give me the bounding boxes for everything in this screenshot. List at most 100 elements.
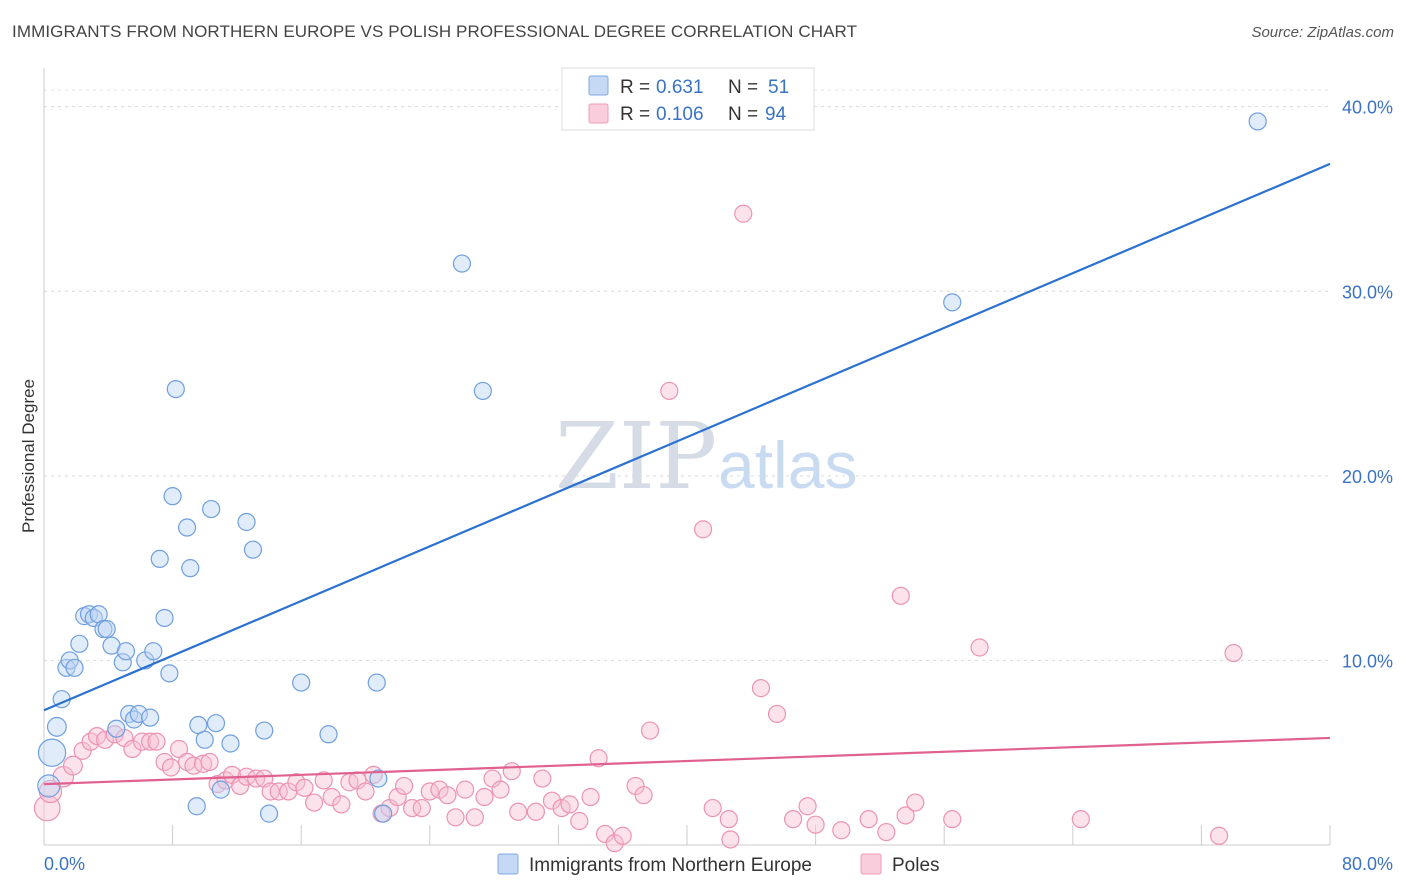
poles-point-93	[1224, 643, 1243, 663]
poles-point-79	[767, 704, 787, 724]
poles-point-59	[533, 769, 552, 788]
poles-point-7	[95, 730, 115, 749]
northern-europe-point-31	[187, 797, 206, 816]
poles-point-90	[970, 638, 989, 657]
northern-europe-point-17	[116, 642, 136, 661]
poles-point-35	[322, 787, 341, 807]
y-axis-label: Professional Degree	[19, 379, 38, 533]
northern-europe-point-47	[452, 254, 472, 273]
y-tick-label-1: 20.0%	[1342, 467, 1393, 487]
poles-point-76	[721, 830, 740, 849]
poles-point-52	[465, 808, 484, 827]
x-tick-label-min: 0.0%	[44, 854, 85, 874]
poles-point-3	[62, 755, 83, 776]
northern-europe-point-16	[113, 653, 132, 672]
northern-europe-point-37	[221, 734, 240, 753]
northern-europe-point-19	[124, 710, 144, 729]
poles-point-82	[806, 815, 825, 834]
poles-point-68	[613, 826, 632, 845]
northern-europe-point-25	[155, 608, 174, 628]
poles-point-78	[751, 679, 771, 698]
northern-europe-point-2	[46, 716, 67, 737]
legend-r-label-blue: R =	[620, 77, 650, 98]
poles-point-51	[456, 780, 475, 799]
northern-europe-point-1	[37, 774, 61, 798]
source-credit: Source: ZipAtlas.com	[1251, 24, 1394, 41]
northern-europe-point-22	[140, 708, 160, 727]
poles-point-89	[943, 810, 962, 829]
northern-europe-point-15	[107, 719, 126, 738]
northern-europe-point-30	[181, 559, 200, 578]
series-northern-europe-points	[37, 112, 1267, 823]
poles-point-85	[877, 822, 896, 842]
poles-point-36	[332, 795, 351, 814]
poles-point-86	[891, 586, 910, 605]
poles-point-77	[734, 204, 753, 223]
bottom-legend-label-pink: Poles	[892, 855, 940, 876]
poles-point-80	[783, 810, 803, 829]
poles-point-60	[542, 791, 562, 810]
northern-europe-point-35	[206, 714, 226, 733]
poles-point-62	[560, 795, 579, 814]
northern-europe-point-29	[177, 518, 197, 537]
northern-europe-point-28	[166, 379, 185, 399]
poles-point-88	[906, 793, 925, 812]
legend-swatch-pink	[588, 103, 609, 124]
poles-point-13	[147, 732, 166, 751]
poles-point-64	[581, 787, 600, 807]
x-tick-label-max: 80.0%	[1342, 854, 1393, 874]
poles-point-34	[314, 771, 333, 790]
northern-europe-point-7	[70, 634, 89, 653]
northern-europe-point-48	[473, 381, 492, 401]
northern-europe-point-6	[65, 658, 84, 677]
poles-point-20	[200, 752, 219, 772]
poles-point-74	[703, 798, 722, 818]
legend-swatch-blue	[588, 75, 609, 96]
poles-point-87	[896, 806, 915, 825]
poles-point-16	[169, 739, 189, 759]
poles-point-50	[446, 808, 465, 827]
northern-europe-point-39	[243, 540, 263, 559]
northern-europe-point-36	[211, 780, 230, 799]
northern-europe-point-41	[259, 804, 279, 823]
y-tick-label-3: 40.0%	[1342, 98, 1393, 118]
poles-point-57	[509, 802, 528, 821]
trend-lines	[43, 162, 1331, 786]
legend-r-value-blue: 0.631	[656, 77, 704, 98]
northern-europe-point-27	[163, 487, 182, 506]
northern-europe-point-0	[37, 738, 67, 767]
chart-title: IMMIGRANTS FROM NORTHERN EUROPE VS POLIS…	[12, 22, 858, 41]
axes	[43, 68, 1331, 846]
poles-point-32	[295, 778, 314, 797]
legend-r-value-pink: 0.106	[656, 104, 704, 125]
northern-europe-point-46	[374, 804, 393, 823]
poles-point-65	[589, 749, 608, 768]
poles-point-29	[269, 782, 288, 801]
poles-point-10	[123, 739, 142, 759]
northern-europe-point-38	[237, 512, 256, 532]
poles-point-45	[403, 798, 422, 818]
northern-europe-point-13	[97, 619, 116, 639]
legend-n-value-blue: 51	[768, 77, 789, 98]
poles-point-81	[798, 797, 817, 816]
northern-europe-point-40	[255, 721, 274, 740]
bottom-legend-swatch-blue	[497, 853, 519, 875]
poles-point-66	[595, 824, 615, 844]
northern-europe-point-49	[943, 293, 962, 312]
northern-europe-trend-line	[43, 162, 1331, 712]
bottom-legend-swatch-pink	[860, 853, 882, 875]
poles-point-73	[693, 520, 713, 539]
poles-point-44	[394, 776, 414, 796]
x-tick-labels: 0.0% 80.0%	[44, 854, 1393, 874]
northern-europe-point-34	[202, 499, 221, 519]
series-poles-points	[33, 204, 1243, 853]
poles-point-83	[832, 821, 851, 840]
poles-point-39	[356, 782, 375, 801]
poles-point-84	[859, 810, 878, 829]
northern-europe-point-26	[160, 664, 179, 683]
poles-point-53	[475, 787, 494, 807]
northern-europe-point-42	[292, 673, 311, 692]
northern-europe-point-44	[367, 673, 386, 692]
legend-n-value-pink: 94	[765, 104, 787, 125]
